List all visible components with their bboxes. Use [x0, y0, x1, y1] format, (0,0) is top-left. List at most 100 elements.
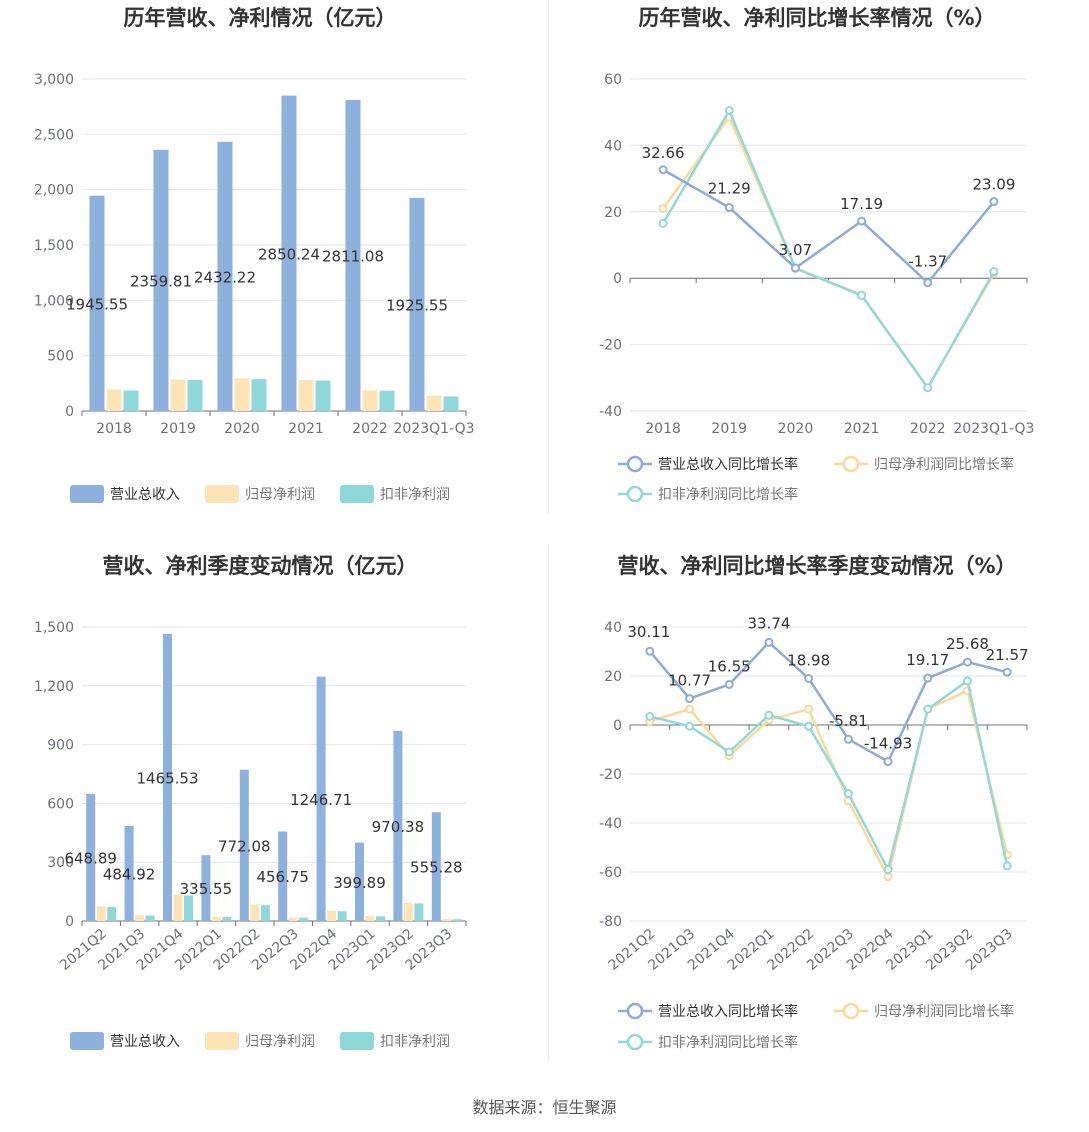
net-profit-growth-line[interactable]: [649, 688, 1009, 881]
bar-revenue[interactable]: [217, 141, 233, 411]
revenue-growth-point[interactable]: [843, 734, 853, 744]
revenue-growth-point[interactable]: [923, 673, 933, 683]
deducted-profit-growth-point[interactable]: [764, 710, 774, 720]
bar-deducted-profit[interactable]: [376, 916, 385, 921]
deducted-profit-growth-point[interactable]: [883, 865, 893, 875]
deducted-profit-growth-point[interactable]: [923, 383, 933, 393]
revenue-growth-point[interactable]: [658, 165, 668, 175]
deducted-profit-growth-point[interactable]: [645, 711, 655, 721]
bar-revenue[interactable]: [345, 99, 361, 411]
revenue-growth-point[interactable]: [804, 673, 814, 683]
bar-deducted-profit[interactable]: [123, 390, 139, 411]
bar-net-profit[interactable]: [365, 916, 375, 921]
bar-deducted-profit[interactable]: [145, 915, 155, 921]
bar-deducted-profit[interactable]: [337, 911, 347, 921]
net-profit-growth-point[interactable]: [804, 704, 814, 714]
legend-marker[interactable]: [626, 1002, 644, 1020]
bar-net-profit[interactable]: [234, 378, 250, 411]
bar-net-profit[interactable]: [135, 915, 145, 921]
deducted-profit-growth-point[interactable]: [857, 290, 867, 300]
bar-deducted-profit[interactable]: [251, 379, 267, 411]
deducted-profit-growth-line[interactable]: [649, 678, 1009, 874]
revenue-growth-point[interactable]: [685, 694, 695, 704]
bar-net-profit[interactable]: [362, 390, 378, 411]
bar-revenue[interactable]: [153, 149, 169, 411]
bar-revenue[interactable]: [201, 855, 211, 921]
revenue-growth-point[interactable]: [923, 278, 933, 288]
deducted-profit-growth-point[interactable]: [962, 676, 972, 686]
legend-swatch[interactable]: [340, 1032, 374, 1050]
revenue-growth-point[interactable]: [1002, 667, 1012, 677]
revenue-growth-line[interactable]: [648, 640, 1008, 764]
bar-deducted-profit[interactable]: [414, 903, 424, 921]
revenue-growth-point[interactable]: [857, 216, 867, 226]
bar-net-profit[interactable]: [288, 917, 298, 921]
bar-net-profit[interactable]: [211, 916, 221, 921]
bar-revenue[interactable]: [163, 633, 172, 921]
bar-deducted-profit[interactable]: [222, 917, 232, 921]
bar-deducted-profit[interactable]: [299, 917, 309, 921]
revenue-growth-point[interactable]: [790, 263, 800, 273]
legend-marker[interactable]: [626, 485, 644, 503]
bar-revenue[interactable]: [409, 197, 425, 411]
bar-net-profit[interactable]: [327, 910, 337, 921]
revenue-growth-point[interactable]: [883, 757, 893, 767]
net-profit-growth-point[interactable]: [883, 872, 893, 882]
net-profit-growth-point[interactable]: [658, 203, 668, 213]
deducted-profit-growth-point[interactable]: [724, 747, 734, 757]
legend-swatch[interactable]: [205, 485, 239, 503]
bar-revenue[interactable]: [86, 793, 96, 921]
bar-net-profit[interactable]: [173, 894, 183, 921]
bar-deducted-profit[interactable]: [184, 895, 193, 921]
bar-revenue[interactable]: [281, 95, 297, 412]
legend-swatch[interactable]: [70, 1032, 104, 1050]
bar-net-profit[interactable]: [170, 379, 186, 411]
bar-deducted-profit[interactable]: [379, 390, 395, 411]
revenue-growth-line[interactable]: [662, 168, 995, 285]
bar-net-profit[interactable]: [403, 902, 413, 921]
bar-deducted-profit[interactable]: [443, 396, 459, 411]
bar-net-profit[interactable]: [96, 906, 106, 921]
deducted-profit-growth-point[interactable]: [923, 704, 933, 714]
bar-revenue[interactable]: [278, 831, 288, 921]
bar-revenue[interactable]: [431, 812, 441, 921]
deducted-profit-growth-point[interactable]: [989, 267, 999, 277]
revenue-growth-point[interactable]: [962, 657, 972, 667]
legend-marker[interactable]: [842, 1002, 860, 1020]
revenue-growth-point[interactable]: [645, 646, 655, 656]
bar-net-profit[interactable]: [250, 904, 260, 921]
deducted-profit-growth-point[interactable]: [685, 721, 695, 731]
legend-swatch[interactable]: [70, 485, 104, 503]
revenue-growth-point[interactable]: [724, 679, 734, 689]
bar-net-profit[interactable]: [426, 395, 442, 411]
bar-net-profit[interactable]: [298, 380, 314, 411]
legend-swatch[interactable]: [340, 485, 374, 503]
legend-marker[interactable]: [842, 455, 860, 473]
bar-deducted-profit[interactable]: [452, 919, 462, 921]
bar-deducted-profit[interactable]: [315, 380, 331, 411]
legend-swatch[interactable]: [205, 1032, 239, 1050]
bar-revenue[interactable]: [124, 825, 134, 921]
bar-revenue[interactable]: [393, 730, 403, 921]
deducted-profit-growth-point[interactable]: [658, 218, 668, 228]
bar-net-profit[interactable]: [106, 389, 122, 411]
deducted-profit-growth-line[interactable]: [662, 107, 996, 391]
revenue-growth-point[interactable]: [989, 197, 999, 207]
net-profit-growth-point[interactable]: [685, 704, 695, 714]
deducted-profit-growth-point[interactable]: [804, 721, 814, 731]
deducted-profit-growth-point[interactable]: [1002, 861, 1012, 871]
legend-marker[interactable]: [626, 1033, 644, 1051]
bar-deducted-profit[interactable]: [260, 905, 270, 921]
bar-revenue[interactable]: [355, 842, 364, 921]
bar-revenue[interactable]: [239, 769, 249, 921]
bar-deducted-profit[interactable]: [107, 906, 117, 921]
bar-revenue[interactable]: [316, 676, 326, 921]
revenue-growth-point[interactable]: [764, 637, 774, 647]
deducted-profit-growth-point[interactable]: [724, 106, 734, 116]
bar-deducted-profit[interactable]: [187, 380, 203, 411]
bar-net-profit[interactable]: [442, 919, 452, 921]
revenue-growth-point[interactable]: [724, 203, 734, 213]
deducted-profit-growth-point[interactable]: [843, 789, 853, 799]
legend-marker[interactable]: [626, 455, 644, 473]
bar-revenue[interactable]: [89, 195, 105, 411]
